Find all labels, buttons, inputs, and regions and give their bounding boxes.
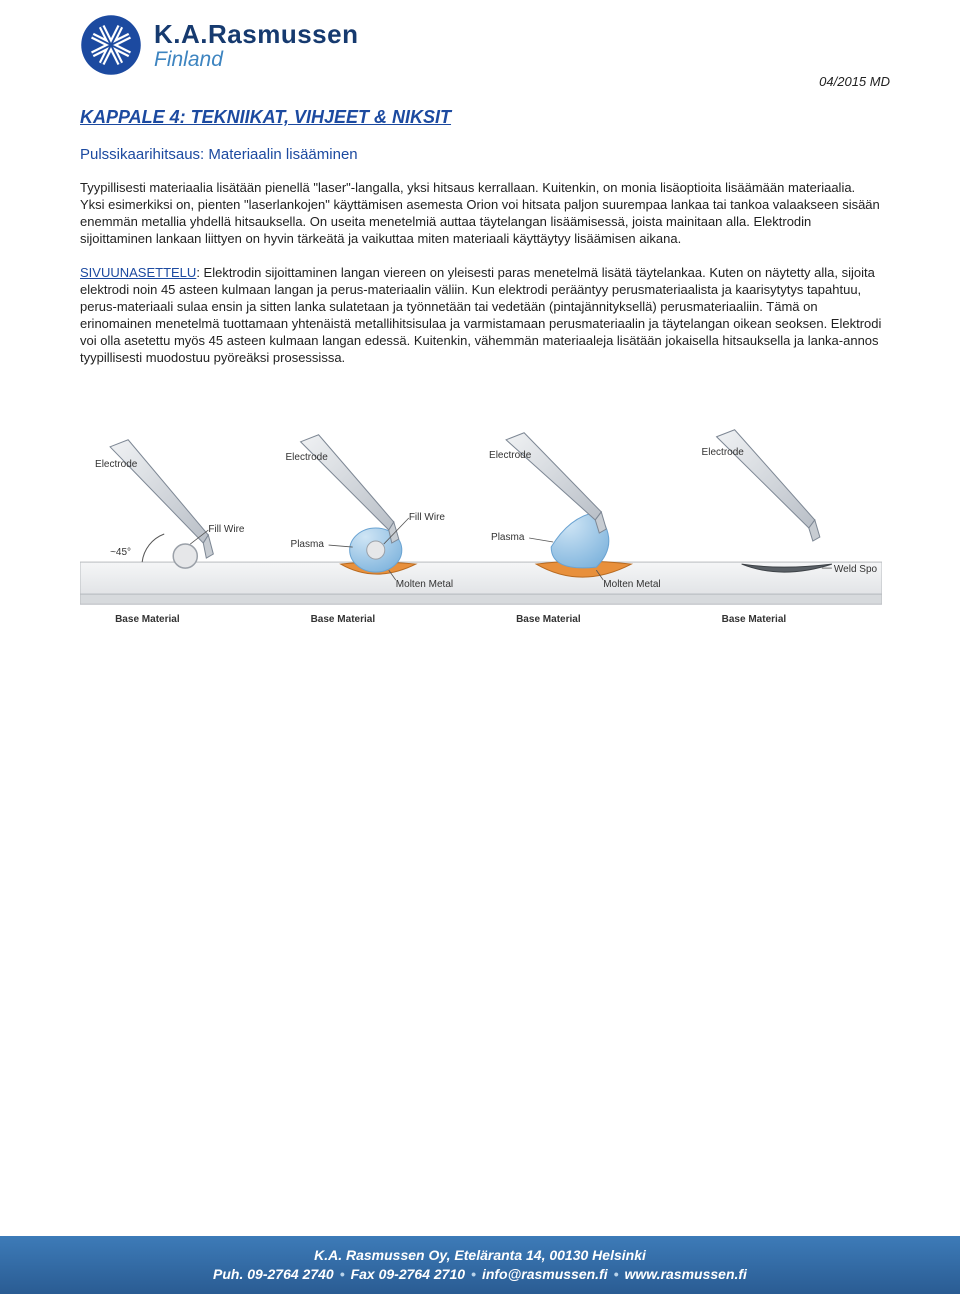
- label-plasma-3: Plasma: [491, 532, 525, 543]
- page-footer: K.A. Rasmussen Oy, Eteläranta 14, 00130 …: [0, 1236, 960, 1294]
- footer-phone: Puh. 09-2764 2740: [213, 1266, 334, 1282]
- paragraph-2: SIVUUNASETTELU: Elektrodin sijoittaminen…: [80, 264, 882, 367]
- label-electrode-1: Electrode: [95, 458, 138, 469]
- company-subtitle: Finland: [154, 48, 358, 72]
- footer-fax: Fax 09-2764 2710: [351, 1266, 465, 1282]
- chapter-title: KAPPALE 4: TEKNIIKAT, VIHJEET & NIKSIT: [80, 107, 882, 128]
- label-electrode-4: Electrode: [702, 446, 745, 457]
- footer-web: www.rasmussen.fi: [625, 1266, 747, 1282]
- label-fillwire-1: Fill Wire: [208, 524, 245, 535]
- paragraph-2-body: : Elektrodin sijoittaminen langan vieree…: [80, 265, 881, 366]
- document-date: 04/2015 MD: [819, 14, 960, 89]
- footer-address: K.A. Rasmussen Oy, Eteläranta 14, 00130 …: [314, 1246, 646, 1265]
- label-base-2: Base Material: [311, 614, 376, 625]
- footer-contact: Puh. 09-2764 2740•Fax 09-2764 2710•info@…: [213, 1265, 747, 1284]
- page-header: K.A.Rasmussen Finland 04/2015 MD: [0, 0, 960, 89]
- footer-email: info@rasmussen.fi: [482, 1266, 608, 1282]
- section-title: Pulssikaarihitsaus: Materiaalin lisäämin…: [80, 146, 882, 163]
- welding-diagram-svg: ~45° Electrode Fill Wire Base Material E…: [80, 397, 882, 657]
- document-content: KAPPALE 4: TEKNIIKAT, VIHJEET & NIKSIT P…: [0, 89, 960, 657]
- label-plasma-2: Plasma: [291, 539, 325, 550]
- label-molten-2: Molten Metal: [396, 579, 453, 590]
- label-molten-3: Molten Metal: [603, 579, 660, 590]
- company-logo-icon: [80, 14, 142, 76]
- label-angle: ~45°: [110, 547, 131, 558]
- welding-diagram: ~45° Electrode Fill Wire Base Material E…: [80, 397, 882, 657]
- paragraph-2-lead: SIVUUNASETTELU: [80, 265, 196, 280]
- label-base-4: Base Material: [722, 614, 787, 625]
- label-electrode-3: Electrode: [489, 449, 532, 460]
- label-base-3: Base Material: [516, 614, 581, 625]
- label-fillwire-2: Fill Wire: [409, 512, 446, 523]
- label-base-1: Base Material: [115, 614, 180, 625]
- paragraph-1: Tyypillisesti materiaalia lisätään piene…: [80, 179, 882, 248]
- label-electrode-2: Electrode: [286, 451, 329, 462]
- company-name: K.A.Rasmussen: [154, 19, 358, 50]
- company-text: K.A.Rasmussen Finland: [154, 19, 358, 72]
- logo-block: K.A.Rasmussen Finland: [80, 14, 358, 76]
- label-weldspot: Weld Spo: [834, 564, 878, 575]
